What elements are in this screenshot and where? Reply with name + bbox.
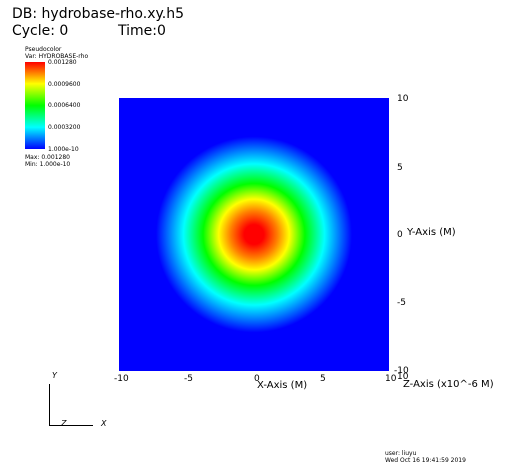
- legend-min-value: Min: 1.000e-10: [25, 161, 71, 168]
- cycle-label: Cycle: 0: [12, 23, 69, 39]
- legend-plot-type: Pseudocolor: [25, 46, 62, 53]
- x-tick-label: 5: [320, 374, 326, 384]
- triad-y-line: [49, 384, 50, 426]
- legend-max-value: Max: 0.001280: [25, 154, 70, 161]
- y-tick-label: 10: [397, 94, 409, 104]
- legend-tick-max: 0.001280: [48, 59, 77, 66]
- y-tick-label: -5: [397, 298, 406, 308]
- legend-tick-2: 0.0009600: [48, 81, 81, 88]
- triad-x-label: X: [101, 419, 107, 428]
- z-tick-label: 10: [397, 372, 409, 382]
- legend-colorbar: [25, 62, 45, 149]
- legend-tick-min: 1.000e-10: [48, 146, 79, 153]
- x-axis-label: X-Axis (M): [257, 380, 308, 391]
- legend-variable: Var: HYDROBASE-rho: [25, 53, 89, 60]
- density-field: [119, 98, 389, 371]
- x-tick-label: 10: [385, 374, 397, 384]
- heatmap-svg: [119, 98, 389, 371]
- legend-tick-3: 0.0006400: [48, 102, 81, 109]
- y-tick-label: 5: [397, 163, 403, 173]
- time-label: Time:0: [118, 23, 166, 39]
- pseudocolor-plot[interactable]: [119, 98, 389, 371]
- user-name: user: liuyu: [385, 450, 417, 457]
- triad-y-label: Y: [52, 371, 57, 380]
- z-axis-label: Z-Axis (x10^-6 M): [403, 379, 494, 390]
- timestamp: Wed Oct 16 19:41:59 2019: [385, 457, 466, 464]
- x-tick-label: 0: [254, 374, 260, 384]
- triad-z-label: Z: [61, 419, 67, 428]
- database-title: DB: hydrobase-rho.xy.h5: [12, 6, 184, 22]
- x-tick-label: -10: [114, 374, 129, 384]
- y-axis-label: Y-Axis (M): [407, 227, 456, 238]
- y-tick-label: 0: [397, 230, 403, 240]
- triad-x-line: [49, 425, 93, 426]
- x-tick-label: -5: [184, 374, 193, 384]
- y-tick-label: -10: [394, 366, 409, 376]
- legend-tick-4: 0.0003200: [48, 124, 81, 131]
